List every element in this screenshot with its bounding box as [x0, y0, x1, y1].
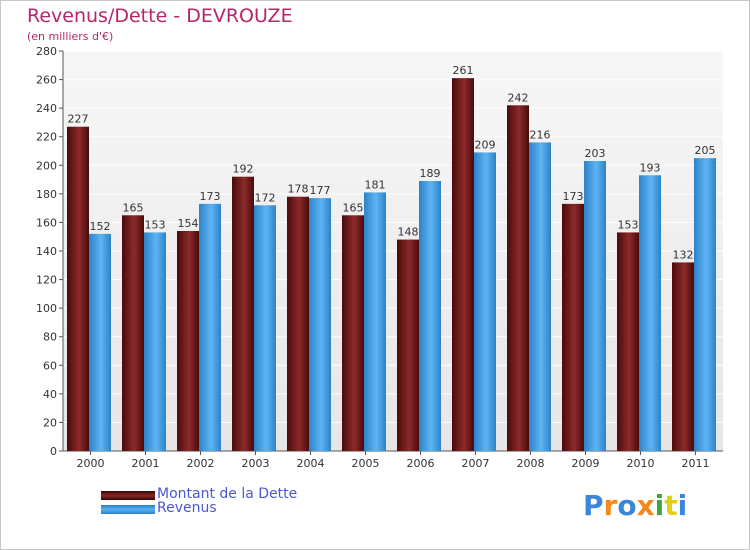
data-label: 177	[310, 184, 331, 197]
x-tick-label: 2003	[242, 457, 270, 470]
y-tick-label: 260	[36, 74, 57, 87]
bar-revenus	[89, 233, 111, 451]
data-label: 132	[673, 248, 694, 261]
data-label: 261	[453, 64, 474, 77]
logo-letter: x	[636, 489, 655, 522]
legend-label-revenus: Revenus	[157, 500, 217, 516]
x-tick-label: 2002	[187, 457, 215, 470]
bar-revenus	[694, 158, 716, 451]
bar-dette	[342, 215, 364, 451]
bar-revenus	[639, 175, 661, 452]
bar-revenus	[584, 161, 606, 451]
bar-dette	[232, 176, 254, 451]
chart-subtitle: (en milliers d'€)	[27, 30, 114, 43]
data-label: 153	[618, 218, 639, 231]
y-tick-label: 40	[43, 388, 57, 401]
y-tick-label: 200	[36, 159, 57, 172]
bar-revenus	[254, 205, 276, 451]
proxiti-logo: Proxiti	[583, 489, 687, 522]
x-tick-label: 2008	[517, 457, 545, 470]
x-tick-label: 2005	[352, 457, 380, 470]
data-label: 181	[365, 178, 386, 191]
bar-revenus	[529, 142, 551, 451]
bar-dette	[672, 262, 694, 451]
data-label: 172	[255, 191, 276, 204]
y-tick-label: 0	[50, 445, 57, 458]
bar-dette	[562, 203, 584, 451]
data-label: 173	[563, 190, 584, 203]
legend-swatch-dette	[101, 491, 155, 500]
x-tick-label: 2000	[77, 457, 105, 470]
data-label: 173	[200, 190, 221, 203]
x-tick-label: 2007	[462, 457, 490, 470]
logo-letter: i	[677, 489, 688, 522]
y-tick-label: 120	[36, 274, 57, 287]
bar-dette	[177, 231, 199, 451]
y-tick-label: 280	[36, 45, 57, 58]
y-tick-label: 140	[36, 245, 57, 258]
legend-label-dette: Montant de la Dette	[157, 486, 298, 502]
data-label: 242	[508, 91, 529, 104]
bar-revenus	[419, 181, 441, 451]
legend-swatch-revenus	[101, 505, 155, 514]
data-label: 216	[530, 128, 551, 141]
data-label: 203	[585, 147, 606, 160]
logo-letter: t	[664, 489, 678, 522]
bar-dette	[67, 126, 89, 451]
bar-revenus	[199, 203, 221, 451]
x-tick-label: 2004	[297, 457, 325, 470]
data-label: 148	[398, 226, 419, 239]
data-label: 189	[420, 167, 441, 180]
y-tick-label: 100	[36, 302, 57, 315]
data-label: 227	[68, 113, 89, 126]
bar-revenus	[474, 152, 496, 451]
x-tick-label: 2001	[132, 457, 160, 470]
data-label: 205	[695, 144, 716, 157]
y-tick-label: 80	[43, 331, 57, 344]
data-label: 192	[233, 163, 254, 176]
data-label: 152	[90, 220, 111, 233]
bar-revenus	[144, 232, 166, 451]
x-tick-label: 2011	[682, 457, 710, 470]
bar-revenus	[309, 198, 331, 451]
y-tick-label: 20	[43, 416, 57, 429]
bar-revenus	[364, 192, 386, 451]
x-tick-label: 2010	[627, 457, 655, 470]
data-label: 153	[145, 218, 166, 231]
y-tick-label: 160	[36, 216, 57, 229]
bar-dette	[287, 196, 309, 451]
bar-dette	[452, 78, 474, 452]
data-label: 209	[475, 138, 496, 151]
bar-dette	[397, 239, 419, 451]
data-label: 165	[123, 201, 144, 214]
y-tick-label: 180	[36, 188, 57, 201]
bar-dette	[122, 215, 144, 451]
y-tick-label: 240	[36, 102, 57, 115]
logo-letter: i	[654, 489, 665, 522]
y-tick-label: 220	[36, 131, 57, 144]
logo-letter: P	[583, 489, 604, 522]
y-tick-label: 60	[43, 359, 57, 372]
data-label: 193	[640, 161, 661, 174]
data-label: 178	[288, 183, 309, 196]
x-tick-label: 2009	[572, 457, 600, 470]
bar-dette	[617, 232, 639, 451]
logo-letter: o	[617, 489, 637, 522]
logo-letter: r	[603, 489, 618, 522]
data-label: 154	[178, 217, 199, 230]
x-tick-label: 2006	[407, 457, 435, 470]
chart-title: Revenus/Dette - DEVROUZE	[27, 5, 293, 27]
bar-dette	[507, 105, 529, 452]
data-label: 165	[343, 201, 364, 214]
